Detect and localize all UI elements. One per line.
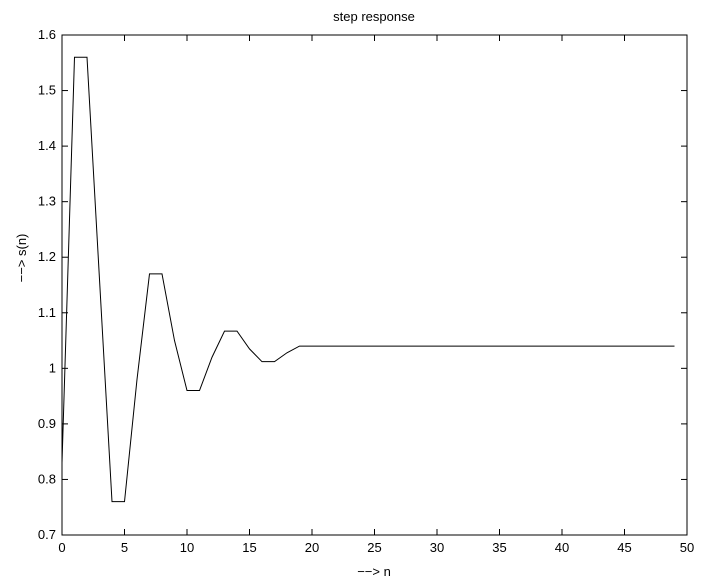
x-tick-label: 35 bbox=[492, 540, 506, 555]
x-tick-label: 25 bbox=[367, 540, 381, 555]
x-tick-label: 40 bbox=[555, 540, 569, 555]
y-tick-label: 0.9 bbox=[38, 416, 56, 431]
chart-title: step response bbox=[333, 9, 415, 24]
y-tick-label: 1.3 bbox=[38, 194, 56, 209]
y-tick-label: 1.4 bbox=[38, 138, 56, 153]
y-tick-label: 1.2 bbox=[38, 249, 56, 264]
y-axis-ticks: 0.7 0.8 0.9 1 1.1 1.2 1.3 1.4 1.5 1.6 bbox=[38, 27, 687, 542]
x-tick-label: 0 bbox=[58, 540, 65, 555]
y-tick-label: 1.6 bbox=[38, 27, 56, 42]
x-tick-label: 5 bbox=[121, 540, 128, 555]
step-response-line bbox=[61, 56, 675, 503]
y-tick-label: 0.7 bbox=[38, 527, 56, 542]
y-tick-label: 1 bbox=[49, 360, 56, 375]
x-axis-ticks: 0 5 10 15 20 25 30 35 40 45 50 bbox=[58, 35, 694, 555]
x-tick-label: 50 bbox=[680, 540, 694, 555]
x-tick-label: 10 bbox=[180, 540, 194, 555]
x-tick-label: 45 bbox=[617, 540, 631, 555]
x-axis-label: −−> n bbox=[357, 564, 391, 579]
x-tick-label: 15 bbox=[242, 540, 256, 555]
x-tick-label: 30 bbox=[430, 540, 444, 555]
y-tick-label: 0.8 bbox=[38, 471, 56, 486]
y-tick-label: 1.5 bbox=[38, 83, 56, 98]
x-tick-label: 20 bbox=[305, 540, 319, 555]
y-tick-label: 1.1 bbox=[38, 305, 56, 320]
y-axis-label: −−> s(n) bbox=[14, 234, 29, 283]
series-layer bbox=[61, 56, 675, 503]
